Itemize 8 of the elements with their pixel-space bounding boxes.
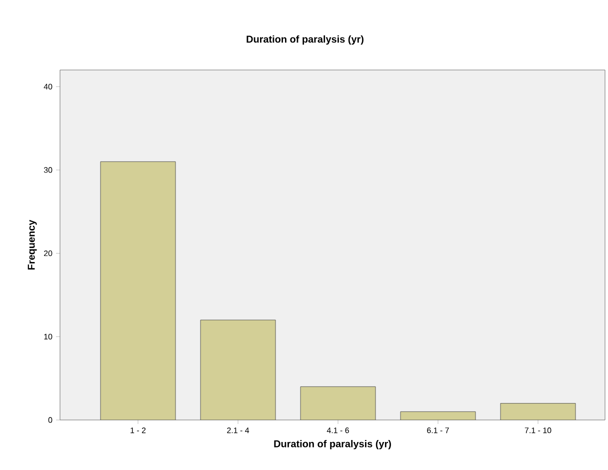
- chart-title: Duration of paralysis (yr): [246, 35, 364, 45]
- x-axis-title: Duration of paralysis (yr): [274, 440, 391, 450]
- bar: [100, 161, 176, 420]
- bar: [200, 320, 276, 420]
- bar: [400, 411, 476, 420]
- bar: [300, 386, 376, 420]
- bar: [500, 403, 576, 420]
- y-axis-title: Frequency: [28, 220, 37, 270]
